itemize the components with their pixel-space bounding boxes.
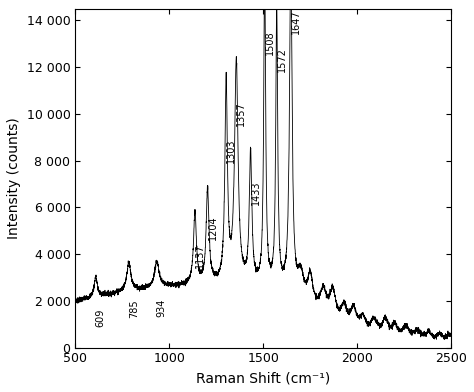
Text: 1357: 1357 [237,101,246,125]
Text: 1572: 1572 [277,47,287,72]
Text: 1508: 1508 [264,31,274,55]
Y-axis label: Intensity (counts): Intensity (counts) [7,117,21,239]
Text: 1204: 1204 [208,216,218,240]
Text: 785: 785 [129,300,139,318]
Text: 1433: 1433 [251,181,261,205]
Text: 1137: 1137 [195,243,205,268]
X-axis label: Raman Shift (cm⁻¹): Raman Shift (cm⁻¹) [196,371,330,385]
Text: 934: 934 [157,299,167,317]
Text: 609: 609 [96,308,106,327]
Text: 1647: 1647 [291,10,301,34]
Text: 1303: 1303 [226,138,236,163]
